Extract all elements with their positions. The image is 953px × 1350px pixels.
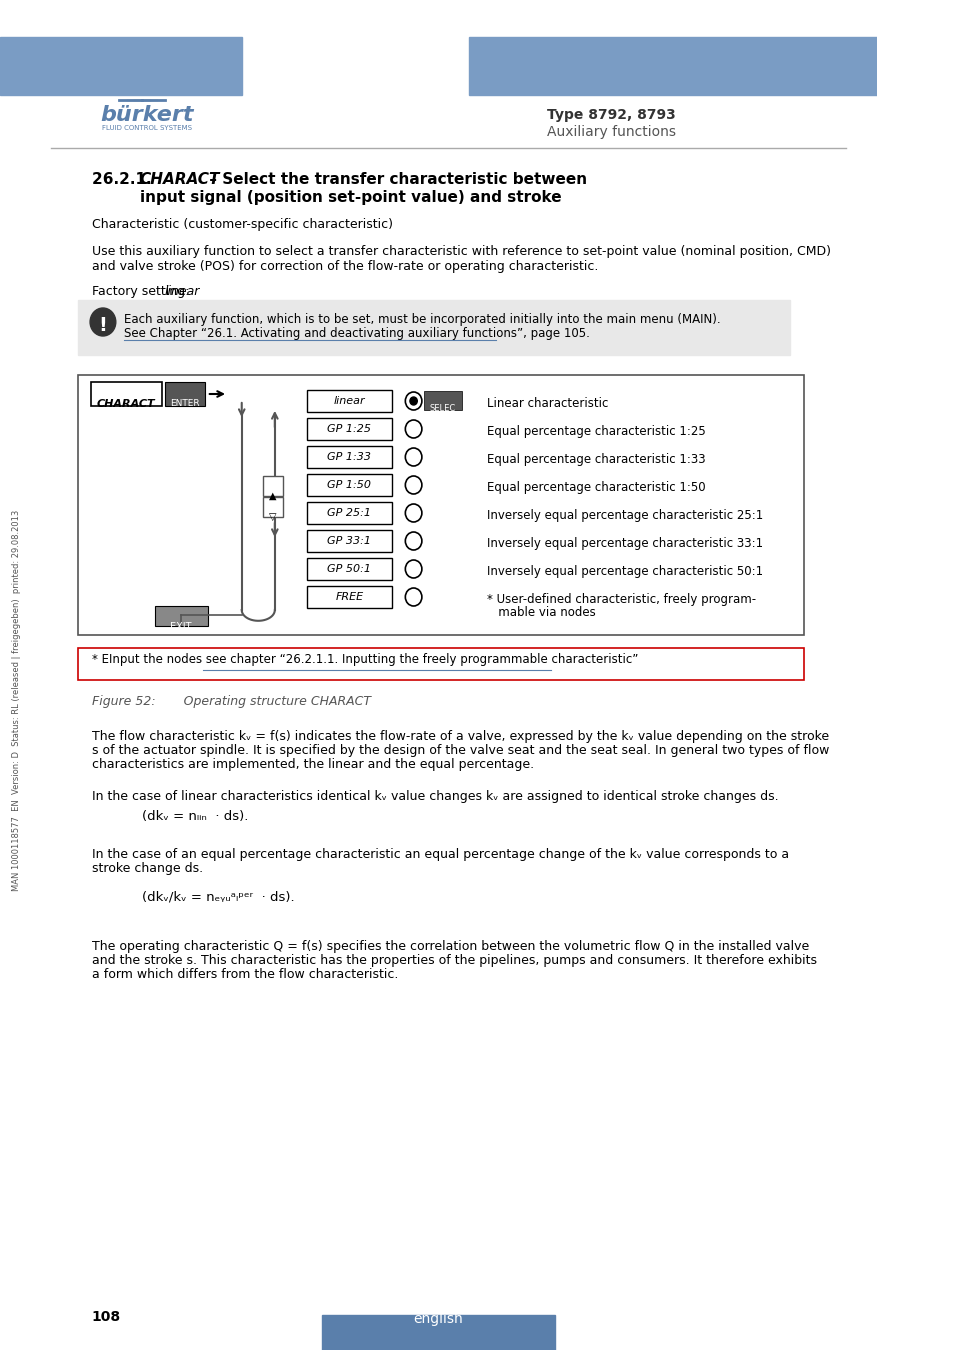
Text: FLUID CONTROL SYSTEMS: FLUID CONTROL SYSTEMS: [102, 126, 192, 131]
Text: Each auxiliary function, which is to be set, must be incorporated initially into: Each auxiliary function, which is to be …: [124, 313, 720, 325]
FancyBboxPatch shape: [164, 382, 205, 406]
Text: CHARACT: CHARACT: [139, 171, 220, 188]
FancyBboxPatch shape: [307, 502, 391, 524]
Bar: [78, 648, 803, 680]
Text: See Chapter “26.1. Activating and deactivating auxiliary functions”, page 105.: See Chapter “26.1. Activating and deacti…: [124, 327, 589, 340]
Text: In the case of linear characteristics identical kᵥ value changes kᵥ are assigned: In the case of linear characteristics id…: [91, 790, 778, 803]
FancyBboxPatch shape: [307, 446, 391, 468]
FancyBboxPatch shape: [423, 392, 462, 410]
Circle shape: [405, 392, 421, 410]
FancyBboxPatch shape: [307, 390, 391, 412]
Text: mable via nodes: mable via nodes: [487, 606, 596, 620]
Text: GP 1:33: GP 1:33: [327, 452, 371, 462]
Text: Auxiliary functions: Auxiliary functions: [546, 126, 675, 139]
Text: bürkert: bürkert: [100, 105, 193, 126]
Text: 26.2.1.: 26.2.1.: [91, 171, 162, 188]
Text: (dkᵥ = nₗᵢₙ  · ds).: (dkᵥ = nₗᵢₙ · ds).: [142, 810, 249, 824]
Text: The flow characteristic kᵥ = f(s) indicates the flow-rate of a valve, expressed : The flow characteristic kᵥ = f(s) indica…: [91, 730, 828, 742]
Text: MAN 1000118577  EN  Version: D  Status: RL (released | freigegeben)  printed: 29: MAN 1000118577 EN Version: D Status: RL …: [12, 509, 21, 891]
Text: The operating characteristic Q = f(s) specifies the correlation between the volu: The operating characteristic Q = f(s) sp…: [91, 940, 808, 953]
Text: s of the actuator spindle. It is specified by the design of the valve seat and t: s of the actuator spindle. It is specifi…: [91, 744, 828, 757]
Circle shape: [405, 477, 421, 494]
Text: * User-defined characteristic, freely program-: * User-defined characteristic, freely pr…: [487, 593, 756, 606]
Bar: [78, 300, 790, 355]
Text: ENTER: ENTER: [170, 400, 199, 408]
FancyBboxPatch shape: [263, 497, 283, 517]
Text: Type 8792, 8793: Type 8792, 8793: [546, 108, 675, 122]
Text: Inversely equal percentage characteristic 50:1: Inversely equal percentage characteristi…: [487, 566, 762, 578]
Text: Linear characteristic: Linear characteristic: [487, 397, 608, 410]
Text: GP 25:1: GP 25:1: [327, 508, 371, 518]
Text: ▽: ▽: [269, 512, 276, 522]
Text: linear: linear: [334, 396, 365, 406]
Circle shape: [405, 532, 421, 549]
FancyBboxPatch shape: [91, 382, 162, 406]
FancyBboxPatch shape: [307, 586, 391, 608]
Text: GP 1:25: GP 1:25: [327, 424, 371, 433]
Text: EXIT: EXIT: [171, 622, 192, 632]
Text: In the case of an equal percentage characteristic an equal percentage change of : In the case of an equal percentage chara…: [91, 848, 788, 861]
Text: FREE: FREE: [335, 593, 363, 602]
FancyBboxPatch shape: [263, 477, 283, 495]
Text: – Select the transfer characteristic between: – Select the transfer characteristic bet…: [204, 171, 586, 188]
Text: linear: linear: [164, 285, 200, 298]
FancyBboxPatch shape: [307, 531, 391, 552]
Circle shape: [405, 560, 421, 578]
FancyBboxPatch shape: [307, 558, 391, 580]
Text: 108: 108: [91, 1310, 121, 1324]
Circle shape: [410, 397, 416, 405]
Bar: [468, 36, 876, 95]
Bar: [321, 1315, 555, 1350]
Text: !: !: [98, 316, 108, 335]
Circle shape: [405, 448, 421, 466]
Bar: [0, 36, 241, 95]
FancyBboxPatch shape: [307, 474, 391, 495]
Text: (dkᵥ/kᵥ = nₑᵧᵤᵃₗᵖᵉʳ  · ds).: (dkᵥ/kᵥ = nₑᵧᵤᵃₗᵖᵉʳ · ds).: [142, 890, 294, 903]
Text: and valve stroke (POS) for correction of the flow-rate or operating characterist: and valve stroke (POS) for correction of…: [91, 261, 598, 273]
Text: GP 1:50: GP 1:50: [327, 481, 371, 490]
Text: Inversely equal percentage characteristic 33:1: Inversely equal percentage characteristi…: [487, 537, 762, 549]
Text: and the stroke s. This characteristic has the properties of the pipelines, pumps: and the stroke s. This characteristic ha…: [91, 954, 816, 967]
Circle shape: [405, 589, 421, 606]
Text: Use this auxiliary function to select a transfer characteristic with reference t: Use this auxiliary function to select a …: [91, 244, 830, 258]
Text: * EInput the nodes see chapter “26.2.1.1. Inputting the freely programmable char: * EInput the nodes see chapter “26.2.1.1…: [91, 653, 638, 666]
Text: CHARACT: CHARACT: [96, 400, 155, 409]
Text: Figure 52:       Operating structure CHARACT: Figure 52: Operating structure CHARACT: [91, 695, 371, 707]
Text: input signal (position set-point value) and stroke: input signal (position set-point value) …: [139, 190, 560, 205]
Circle shape: [90, 308, 115, 336]
Text: stroke change ds.: stroke change ds.: [91, 863, 203, 875]
FancyBboxPatch shape: [155, 606, 208, 626]
Text: Equal percentage characteristic 1:25: Equal percentage characteristic 1:25: [487, 425, 705, 437]
FancyBboxPatch shape: [307, 418, 391, 440]
Text: english: english: [413, 1312, 463, 1326]
Bar: [78, 375, 803, 634]
Text: GP 33:1: GP 33:1: [327, 536, 371, 545]
Text: GP 50:1: GP 50:1: [327, 564, 371, 574]
Text: Characteristic (customer-specific characteristic): Characteristic (customer-specific charac…: [91, 217, 393, 231]
Text: SELEC: SELEC: [430, 404, 456, 413]
Text: Equal percentage characteristic 1:33: Equal percentage characteristic 1:33: [487, 454, 705, 466]
Text: Factory setting:: Factory setting:: [91, 285, 193, 298]
Text: a form which differs from the flow characteristic.: a form which differs from the flow chara…: [91, 968, 397, 981]
Text: ▲: ▲: [269, 491, 276, 501]
Text: Equal percentage characteristic 1:50: Equal percentage characteristic 1:50: [487, 481, 705, 494]
Circle shape: [405, 420, 421, 437]
Text: characteristics are implemented, the linear and the equal percentage.: characteristics are implemented, the lin…: [91, 757, 534, 771]
Circle shape: [405, 504, 421, 522]
Text: Inversely equal percentage characteristic 25:1: Inversely equal percentage characteristi…: [487, 509, 762, 522]
